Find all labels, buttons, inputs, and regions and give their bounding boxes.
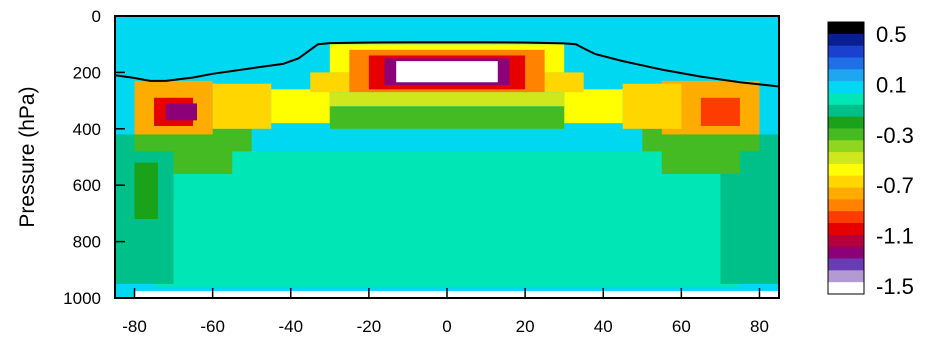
colorbar-swatch (828, 152, 864, 165)
heatmap-region (661, 148, 740, 174)
x-tick-label: 0 (442, 317, 451, 336)
colorbar-swatch (828, 246, 864, 260)
heatmap-region (134, 162, 158, 220)
colorbar-label: 0.1 (876, 72, 907, 97)
colorbar-swatch (828, 57, 864, 70)
x-tick-label: 40 (594, 317, 613, 336)
x-tick-label: -40 (278, 317, 303, 336)
colorbar-swatch (828, 258, 864, 271)
heatmap-field (115, 16, 779, 298)
x-axis: -80 -60 -40 -20 0 20 40 60 80 (122, 288, 769, 336)
x-tick-label: 60 (672, 317, 691, 336)
y-axis-title: Pressure (hPa) (16, 86, 39, 227)
x-tick-label: 20 (516, 317, 535, 336)
colorbar-label: -0.7 (876, 173, 914, 198)
heatmap-region (622, 83, 682, 129)
heatmap-region (564, 89, 623, 124)
colorbar-label: 0.5 (876, 22, 907, 47)
colorbar-label: -0.3 (876, 123, 914, 148)
y-axis: 0 200 400 600 800 1000 (63, 7, 125, 308)
colorbar-swatch (828, 33, 864, 47)
colorbar-swatch (828, 69, 864, 82)
heatmap-region (329, 92, 565, 107)
heatmap-region (396, 61, 498, 83)
colorbar-swatch (828, 116, 864, 129)
heatmap-region (700, 97, 740, 126)
colorbar-swatch (828, 81, 864, 94)
colorbar-label: -1.1 (876, 224, 914, 249)
colorbar-swatch (828, 128, 864, 141)
colorbar-swatch (828, 223, 864, 236)
y-tick-label: 1000 (63, 289, 101, 308)
heatmap-region (271, 89, 330, 124)
heatmap-region (173, 148, 233, 174)
colorbar-label: -1.5 (876, 274, 914, 299)
colorbar-swatch (828, 199, 864, 212)
colorbar-swatch (828, 45, 864, 58)
x-tick-label: -80 (122, 317, 147, 336)
colorbar-swatch (828, 175, 864, 189)
y-tick-label: 800 (73, 233, 101, 252)
colorbar-swatch (828, 163, 864, 177)
surface-mask (134, 290, 779, 298)
colorbar-swatch (828, 270, 864, 283)
y-tick-label: 0 (92, 7, 101, 26)
colorbar-swatch (828, 140, 864, 153)
colorbar-swatch (828, 22, 864, 35)
colorbar: 0.5 0.1 -0.3 -0.7 -1.1 -1.5 (827, 21, 914, 299)
colorbar-swatch (828, 104, 864, 118)
colorbar-swatch (828, 92, 864, 106)
heatmap-region (154, 199, 740, 287)
y-tick-label: 600 (73, 176, 101, 195)
x-tick-label: 80 (750, 317, 769, 336)
heatmap-region (165, 103, 198, 121)
colorbar-swatch (828, 282, 864, 295)
colorbar-frame (827, 21, 865, 295)
heatmap-region (212, 83, 272, 129)
colorbar-swatch (828, 234, 864, 248)
y-tick-label: 400 (73, 120, 101, 139)
heatmap-region (329, 106, 565, 129)
tropopause-line (115, 41, 779, 88)
colorbar-swatch (828, 211, 864, 224)
colorbar-swatch (828, 187, 864, 200)
x-tick-label: -20 (357, 317, 382, 336)
x-tick-label: -60 (200, 317, 225, 336)
y-tick-label: 200 (73, 63, 101, 82)
